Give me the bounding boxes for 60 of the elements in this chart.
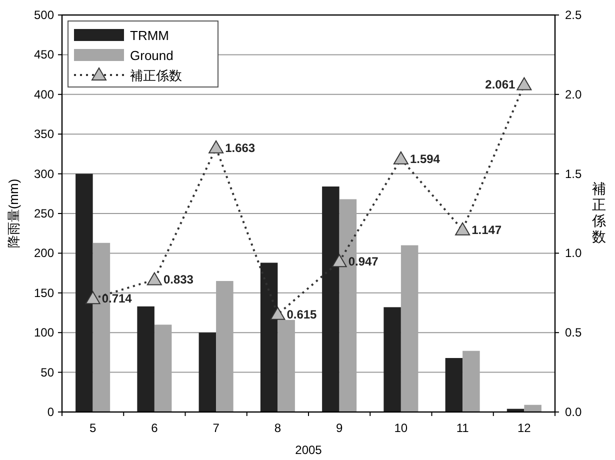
legend-label: Ground (130, 48, 174, 63)
legend-label: 補正係数 (130, 68, 182, 83)
y-tick-label: 250 (34, 206, 54, 220)
data-label: 0.615 (286, 307, 318, 322)
y-tick-label: 300 (34, 166, 54, 181)
point (455, 222, 470, 236)
x-tick-label: 9 (336, 421, 343, 435)
data-label: 2.061 (485, 78, 516, 92)
x-tick-label: 12 (518, 421, 532, 435)
y-tick-label: 100 (34, 326, 54, 340)
bar (400, 245, 418, 412)
bar (260, 262, 278, 412)
y-tick-label: 200 (34, 246, 54, 260)
data-label: 1.147 (472, 222, 502, 237)
point (270, 306, 286, 320)
data-label: 1.663 (225, 140, 256, 155)
bar (154, 324, 172, 412)
y-tick-label: 50 (40, 365, 54, 380)
y-tick-label: 350 (34, 127, 54, 142)
bar (462, 350, 480, 412)
point (393, 151, 408, 164)
y2-tick-label: 2.5 (565, 8, 582, 22)
bar (76, 174, 93, 412)
bar (322, 186, 340, 412)
y2-tick-label: 1.5 (565, 166, 582, 181)
bar (137, 306, 154, 412)
point (208, 140, 224, 154)
point (332, 254, 347, 268)
bar (524, 404, 542, 412)
y-tick-label: 450 (34, 48, 54, 62)
bar (384, 307, 401, 412)
y-axis-title: 降雨量(mm) (6, 178, 21, 248)
point (85, 291, 100, 304)
data-label: 0.833 (163, 272, 194, 287)
x-tick-label: 7 (212, 421, 220, 435)
x-tick-label: 10 (394, 421, 408, 435)
data-label: 1.594 (410, 152, 440, 166)
legend-label: TRMM (130, 28, 169, 43)
data-label: 0.714 (102, 292, 132, 306)
x-tick-label: 8 (274, 421, 282, 435)
y2-tick-label: 2.0 (565, 87, 582, 102)
y2-tick-label: 0.0 (565, 405, 582, 419)
point (516, 77, 532, 90)
y-tick-label: 500 (34, 8, 54, 22)
data-label: 0.947 (348, 254, 379, 269)
point (146, 272, 162, 286)
y2label: 補正係数 (592, 180, 606, 244)
y-tick-label: 0 (47, 405, 54, 419)
bar (278, 320, 295, 412)
bar (445, 358, 463, 412)
y-tick-label: 150 (34, 286, 54, 300)
y2-tick-label: 0.5 (565, 326, 582, 340)
x-tick-label: 6 (151, 421, 158, 435)
bar (216, 280, 234, 412)
bar (198, 332, 216, 412)
x-tick-label: 5 (89, 421, 96, 435)
x-tick-label: 11 (456, 421, 470, 435)
y2-tick-label: 1.0 (565, 246, 582, 260)
x-axis-title: 2005 (295, 443, 322, 457)
y-tick-label: 400 (34, 87, 54, 102)
